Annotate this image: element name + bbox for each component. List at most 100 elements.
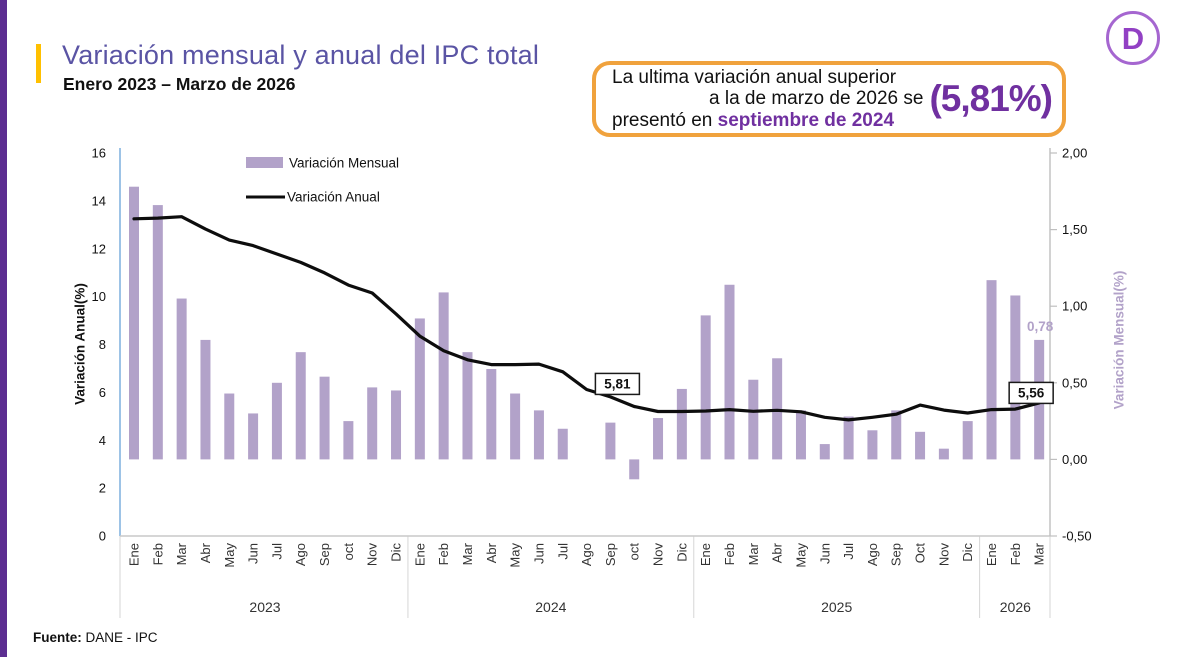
month-label: Nov bbox=[936, 543, 951, 567]
month-label: Feb bbox=[1008, 543, 1023, 565]
legend-swatch-mensual bbox=[246, 157, 283, 168]
bar-11 bbox=[391, 390, 402, 460]
bar-24 bbox=[700, 315, 711, 460]
bar-0 bbox=[129, 186, 139, 460]
left-tick-label: 14 bbox=[92, 193, 106, 208]
left-tick-label: 10 bbox=[92, 289, 106, 304]
right-tick-label: 2,00 bbox=[1062, 146, 1087, 161]
dane-logo-icon: D bbox=[1106, 11, 1160, 65]
month-label: Mar bbox=[1032, 542, 1047, 565]
callout-line-2: a la de marzo de 2026 se bbox=[709, 88, 924, 110]
left-tick-label: 0 bbox=[99, 529, 106, 544]
annotation-value: 5,56 bbox=[1018, 385, 1045, 400]
left-tick-label: 2 bbox=[99, 481, 106, 496]
month-label: Feb bbox=[722, 543, 737, 565]
bar-33 bbox=[915, 431, 926, 460]
left-edge-stripe bbox=[0, 0, 7, 657]
legend-label-anual: Variación Anual bbox=[287, 190, 380, 205]
annotation-value: 5,81 bbox=[604, 376, 631, 391]
month-label: Abr bbox=[198, 542, 213, 563]
right-tick-label: 1,00 bbox=[1062, 299, 1087, 314]
bar-35 bbox=[962, 421, 973, 460]
callout-line-3: presentó en septiembre de 2024 bbox=[612, 109, 895, 131]
title-accent-bar bbox=[36, 44, 41, 83]
month-label: Jun bbox=[246, 543, 261, 564]
legend-label-mensual: Variación Mensual bbox=[289, 156, 399, 171]
bar-14 bbox=[462, 352, 473, 460]
month-label: Feb bbox=[150, 543, 165, 565]
annual-line bbox=[132, 215, 1041, 422]
bar-26 bbox=[748, 379, 759, 460]
bar-28 bbox=[795, 410, 806, 460]
month-label: Ene bbox=[698, 543, 713, 566]
month-label: Ene bbox=[127, 543, 142, 566]
month-label: Dic bbox=[960, 543, 975, 562]
bar-8 bbox=[319, 376, 330, 460]
source-note: Fuente: DANE - IPC bbox=[33, 630, 158, 645]
month-label: Sep bbox=[889, 543, 904, 566]
month-label: Mar bbox=[174, 542, 189, 565]
month-label: Jun bbox=[817, 543, 832, 564]
month-label: Sep bbox=[603, 543, 618, 566]
month-label: May bbox=[508, 543, 523, 568]
right-tick-label: 1,50 bbox=[1062, 222, 1087, 237]
left-tick-label: 4 bbox=[99, 433, 106, 448]
month-label: Ago bbox=[293, 543, 308, 566]
annotation-box bbox=[1008, 381, 1054, 405]
bar-12 bbox=[414, 318, 425, 460]
annotation-box bbox=[594, 372, 641, 396]
month-label: oct bbox=[627, 543, 642, 561]
bar-16 bbox=[510, 393, 521, 460]
year-label: 2024 bbox=[535, 599, 566, 615]
month-label: Ago bbox=[865, 543, 880, 566]
month-label: Jul bbox=[555, 543, 570, 560]
month-label: Mar bbox=[746, 542, 761, 565]
month-label: Sep bbox=[317, 543, 332, 566]
callout-highlight: septiembre de 2024 bbox=[717, 109, 895, 131]
month-label: Jul bbox=[269, 543, 284, 560]
bar-5 bbox=[248, 413, 259, 460]
bar-23 bbox=[676, 388, 687, 460]
year-label: 2025 bbox=[821, 599, 852, 615]
month-label: oct bbox=[341, 543, 356, 561]
bar-15 bbox=[486, 369, 497, 460]
bar-30 bbox=[843, 416, 854, 460]
bar-3 bbox=[200, 339, 211, 460]
month-label: Dic bbox=[674, 543, 689, 562]
month-label: Jul bbox=[841, 543, 856, 560]
bar-21 bbox=[629, 459, 640, 480]
month-label: Ago bbox=[579, 543, 594, 566]
bar-6 bbox=[271, 382, 282, 460]
bar-31 bbox=[867, 430, 878, 460]
month-label: Nov bbox=[365, 543, 380, 567]
bar-7 bbox=[295, 352, 306, 460]
month-label: May bbox=[793, 543, 808, 568]
year-label: 2023 bbox=[249, 599, 280, 615]
year-label: 2026 bbox=[1000, 599, 1031, 615]
bar-value-label: 0,78 bbox=[1027, 319, 1054, 334]
month-label: Abr bbox=[770, 542, 785, 563]
bar-37 bbox=[1010, 295, 1021, 460]
bar-29 bbox=[819, 444, 830, 460]
callout-big-value: (5,81%) bbox=[929, 78, 1053, 119]
right-tick-label: 0,50 bbox=[1062, 375, 1087, 390]
left-tick-label: 6 bbox=[99, 385, 106, 400]
bar-25 bbox=[724, 284, 735, 460]
month-label: Mar bbox=[460, 542, 475, 565]
callout-box: La ultima variación anual superior a la … bbox=[592, 61, 1066, 137]
left-tick-label: 8 bbox=[99, 337, 106, 352]
month-label: May bbox=[222, 543, 237, 568]
bar-22 bbox=[653, 418, 664, 460]
bar-2 bbox=[176, 298, 187, 460]
source-label: Fuente: bbox=[33, 630, 82, 645]
callout-line-1: La ultima variación anual superior bbox=[612, 66, 897, 88]
month-label: Jun bbox=[531, 543, 546, 564]
bar-18 bbox=[557, 428, 568, 460]
bar-13 bbox=[438, 292, 449, 460]
bar-17 bbox=[533, 410, 544, 460]
month-label: Feb bbox=[436, 543, 451, 565]
bar-20 bbox=[605, 422, 616, 460]
page-title: Variación mensual y anual del IPC total bbox=[62, 40, 540, 70]
left-tick-label: 12 bbox=[92, 241, 106, 256]
